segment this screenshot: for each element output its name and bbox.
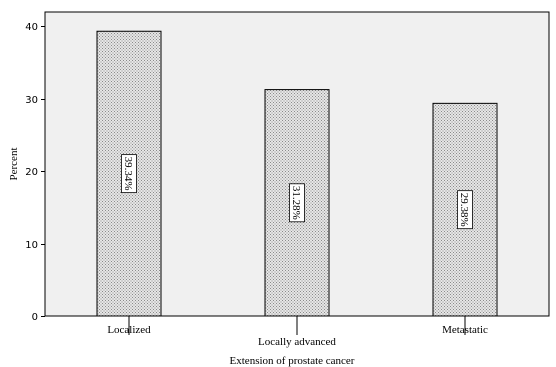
- y-axis: 0 10 20 30 40: [25, 22, 45, 323]
- svg-text:39.34%: 39.34%: [122, 157, 134, 191]
- bars: 39.34% 31.28% 29.38%: [96, 30, 498, 317]
- y-tick-label: 0: [32, 312, 38, 323]
- y-tick-label: 40: [25, 22, 38, 33]
- x-axis: Localized Locally advanced Metastatic: [107, 316, 488, 348]
- svg-text:31.28%: 31.28%: [290, 186, 302, 220]
- x-category-label: Localized: [107, 324, 151, 336]
- svg-text:29.38%: 29.38%: [458, 193, 470, 227]
- data-label: 39.34%: [121, 154, 137, 194]
- y-tick-label: 10: [25, 240, 38, 251]
- x-axis-title: Extension of prostate cancer: [230, 355, 355, 367]
- x-category-label: Metastatic: [442, 324, 488, 336]
- y-tick-label: 20: [25, 167, 38, 178]
- y-axis-title: Percent: [8, 148, 20, 181]
- y-tick-label: 30: [25, 95, 38, 106]
- data-label: 31.28%: [289, 183, 305, 223]
- x-category-label: Locally advanced: [258, 336, 336, 348]
- bar: [432, 102, 498, 317]
- data-label: 29.38%: [457, 190, 473, 230]
